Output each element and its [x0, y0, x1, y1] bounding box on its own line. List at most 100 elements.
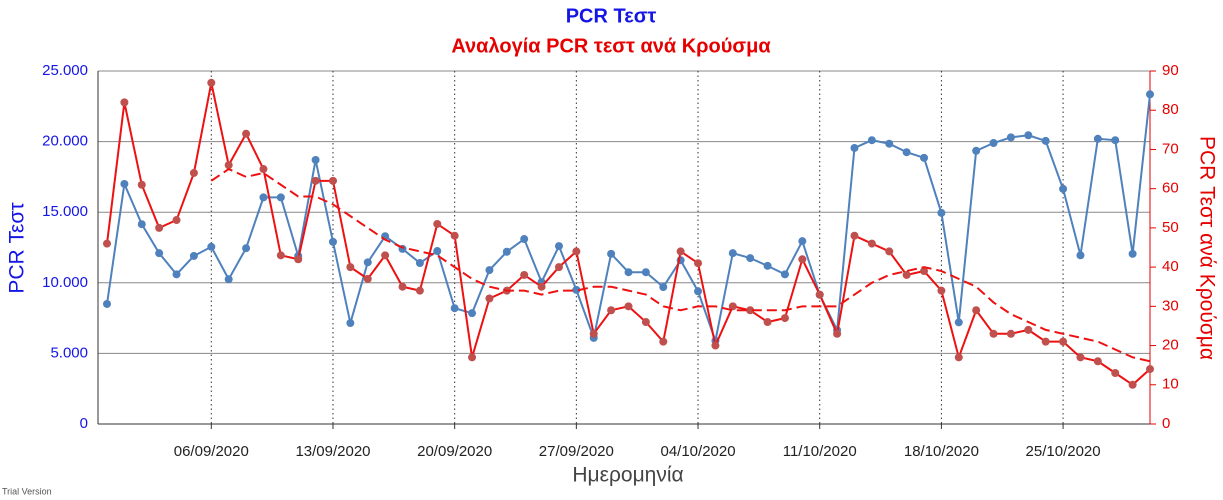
point — [920, 267, 929, 276]
point — [989, 329, 998, 338]
point — [850, 143, 859, 152]
point — [242, 244, 251, 253]
x-tick-label: 13/09/2020 — [295, 443, 370, 460]
y2-tick-label: 50 — [1162, 219, 1179, 236]
point — [172, 270, 181, 279]
point — [189, 251, 198, 260]
x-tick-label: 11/10/2020 — [783, 443, 857, 460]
point — [363, 258, 372, 267]
point — [833, 329, 842, 338]
point — [902, 148, 911, 157]
point — [867, 239, 876, 248]
y-tick-label: 15.000 — [42, 203, 88, 220]
point — [415, 259, 424, 268]
point — [694, 287, 703, 296]
point — [172, 216, 181, 225]
point — [937, 208, 946, 217]
point — [398, 282, 407, 291]
x-tick-label: 27/09/2020 — [539, 443, 614, 460]
point — [485, 294, 494, 303]
y2-tick-label: 10 — [1162, 376, 1179, 393]
point — [624, 268, 633, 277]
y-tick-label: 5.000 — [50, 344, 88, 361]
point — [120, 98, 129, 107]
point — [328, 237, 337, 246]
point — [276, 193, 285, 202]
point — [1041, 136, 1050, 145]
y-tick-label: 20.000 — [42, 133, 88, 150]
point — [485, 266, 494, 275]
point — [659, 337, 668, 346]
y2-tick-label: 40 — [1162, 258, 1179, 275]
point — [328, 176, 337, 185]
point — [294, 255, 303, 264]
point — [276, 251, 285, 260]
series-line — [106, 82, 1151, 387]
point — [641, 268, 650, 277]
point — [346, 319, 355, 328]
point — [989, 139, 998, 148]
point — [641, 318, 650, 327]
y-tick-label: 10.000 — [42, 274, 88, 291]
point — [589, 329, 598, 338]
point — [850, 231, 859, 240]
point — [902, 270, 911, 279]
point — [311, 155, 320, 164]
point — [676, 247, 685, 256]
x-tick-label: 25/10/2020 — [1026, 443, 1101, 460]
point — [363, 274, 372, 283]
point — [242, 129, 251, 138]
point — [798, 237, 807, 246]
point — [1111, 369, 1120, 378]
point — [694, 259, 703, 268]
y-tick-label: 25.000 — [42, 62, 88, 79]
point — [1076, 353, 1085, 362]
point — [103, 239, 111, 248]
point — [1146, 365, 1154, 374]
point — [607, 306, 616, 315]
point — [728, 249, 737, 258]
y2-tick-label: 20 — [1162, 337, 1179, 354]
y2-tick-label: 70 — [1162, 140, 1179, 157]
point — [1128, 380, 1137, 389]
point — [1076, 251, 1085, 260]
chart-subtitle: Αναλογία PCR τεστ ανά Κρούσμα — [451, 35, 771, 57]
point — [954, 318, 963, 327]
point — [954, 353, 963, 362]
point — [468, 353, 477, 362]
point — [1041, 337, 1050, 346]
point — [120, 179, 129, 188]
point — [763, 318, 772, 327]
point — [207, 242, 216, 251]
point — [520, 235, 529, 244]
point — [207, 78, 216, 87]
point — [763, 261, 772, 270]
point — [798, 255, 807, 264]
point — [554, 263, 563, 272]
point — [155, 223, 164, 232]
point — [415, 286, 424, 295]
point — [780, 314, 789, 323]
point — [920, 153, 929, 162]
point — [746, 306, 755, 315]
point — [433, 219, 442, 228]
point — [885, 247, 894, 256]
point — [468, 309, 477, 318]
y2-tick-label: 90 — [1162, 62, 1179, 79]
point — [137, 180, 146, 189]
point — [1059, 184, 1068, 193]
point — [1146, 90, 1154, 99]
chart-title: PCR Τεστ — [566, 5, 657, 27]
point — [780, 270, 789, 279]
y-tick-label: 0 — [80, 415, 88, 432]
point — [346, 263, 355, 272]
point — [728, 302, 737, 311]
point — [433, 247, 442, 256]
trend-line — [210, 167, 1151, 363]
point — [885, 139, 894, 148]
point — [972, 306, 981, 315]
point — [1006, 133, 1015, 142]
point — [972, 146, 981, 155]
point — [1024, 325, 1033, 334]
